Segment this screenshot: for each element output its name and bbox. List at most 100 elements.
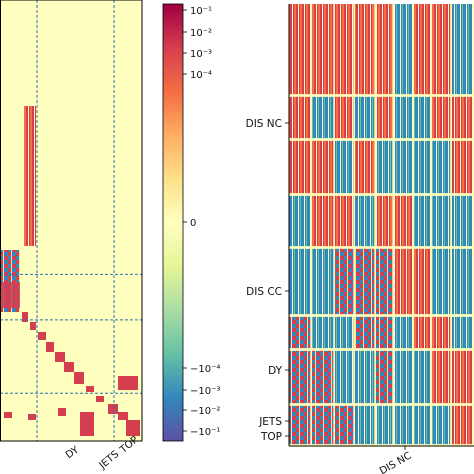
right-cell-block [289,350,311,404]
right-cell-block [376,248,393,315]
right-cell-block [376,195,393,247]
colorbar-tick-label: 10⁻⁴ [190,70,212,81]
left-cell-block [118,376,138,390]
right-cell-block [289,4,311,95]
right-block-gap [412,4,414,446]
left-cell-block [126,420,140,436]
right-cell-block [452,140,473,194]
right-cell-block [414,316,431,349]
right-cell-block [376,405,393,445]
right-cell-block [452,405,473,445]
right-block-gap [289,403,474,406]
right-cell-block [355,316,375,349]
right-cell-block [414,248,431,315]
left-cell-block [30,322,36,330]
colorbar-tick-labels: 10⁻¹10⁻²10⁻³10⁻⁴0−10⁻⁴−10⁻³−10⁻²−10⁻¹ [183,6,220,438]
right-cell-block [452,4,473,95]
right-y-tick-label: DY [268,365,283,377]
right-cell-block [355,96,375,139]
left-cell-block [86,386,94,392]
right-block-gap [310,4,312,446]
right-block-gap [289,314,474,317]
colorbar-tick-label: −10⁻¹ [190,427,220,438]
right-block-gap [450,4,452,446]
right-block-gap [289,193,474,196]
right-cell-block [414,405,431,445]
right-cell-block [432,405,451,445]
right-cell-block [432,350,451,404]
left-cell-block [108,404,118,414]
right-cell-block [335,248,354,315]
left-cell-block [96,396,104,402]
right-y-tick-label: JETS [258,416,282,428]
right-cell-block [312,316,334,349]
right-cell-block [394,140,413,194]
right-cell-block [376,4,393,95]
right-y-tick-label: DIS CC [246,286,282,298]
left-cell-block [64,362,74,372]
right-cell-block [414,96,431,139]
right-cell-block [376,350,393,404]
right-cell-block [394,248,413,315]
right-cell-block [355,405,375,445]
right-cell-block [432,248,451,315]
right-cell-block [452,316,473,349]
right-cell-block [432,195,451,247]
right-cell-block [312,248,334,315]
right-cell-block [289,248,311,315]
left-cell-block [0,282,20,308]
right-block-gap [289,246,474,249]
right-y-tick-labels: DIS NC DIS CC DY JETS TOP [246,118,289,443]
right-cell-block [312,405,334,445]
left-cell-block [74,372,84,384]
right-cell-block [289,316,311,349]
right-covariance-heatmap: DIS NC DIS CC DY JETS TOP DIS NC [246,4,474,474]
right-y-tick-label: DIS NC [246,118,282,130]
left-cell-block [46,342,54,352]
right-cell-block [452,195,473,247]
left-x-tick-label: JETS [97,449,121,472]
right-cell-block [452,96,473,139]
right-cell-block [289,140,311,194]
left-cell-block [80,412,94,436]
colorbar-tick-label: −10⁻² [190,406,220,417]
right-cell-block [335,350,354,404]
right-cell-block [335,140,354,194]
right-cell-block [394,350,413,404]
right-x-tick-labels: DIS NC [378,446,414,474]
left-cell-block [28,414,36,420]
right-cell-block [414,195,431,247]
colorbar-tick-label: 10⁻² [190,28,212,39]
right-cell-block [452,248,473,315]
right-cell-block [289,195,311,247]
left-x-tick-label: DY [64,444,82,461]
right-cell-block [355,4,375,95]
right-cell-block [312,350,334,404]
right-cell-block [335,96,354,139]
right-cell-block [394,96,413,139]
colorbar: 10⁻¹10⁻²10⁻³10⁻⁴0−10⁻⁴−10⁻³−10⁻²−10⁻¹ [163,4,220,441]
right-block-gap [430,4,432,446]
right-cell-block [452,350,473,404]
colorbar-gradient [163,4,183,441]
right-cell-block [432,96,451,139]
right-cell-block [432,140,451,194]
colorbar-tick-label: 0 [190,218,196,229]
right-cell-block [414,350,431,404]
right-block-gap [333,4,335,446]
right-cell-block [312,195,334,247]
right-cell-block [432,4,451,95]
right-block-gap [374,4,376,446]
right-cell-block [432,316,451,349]
left-heatmap-background [0,0,142,441]
right-block-gap [289,348,474,351]
left-cell-block [22,312,28,322]
right-cell-block [335,316,354,349]
right-y-tick-label: TOP [260,431,282,443]
right-cell-block [414,140,431,194]
right-cell-block [312,140,334,194]
right-cell-block [355,140,375,194]
right-cell-block [335,405,354,445]
right-cell-block [394,405,413,445]
